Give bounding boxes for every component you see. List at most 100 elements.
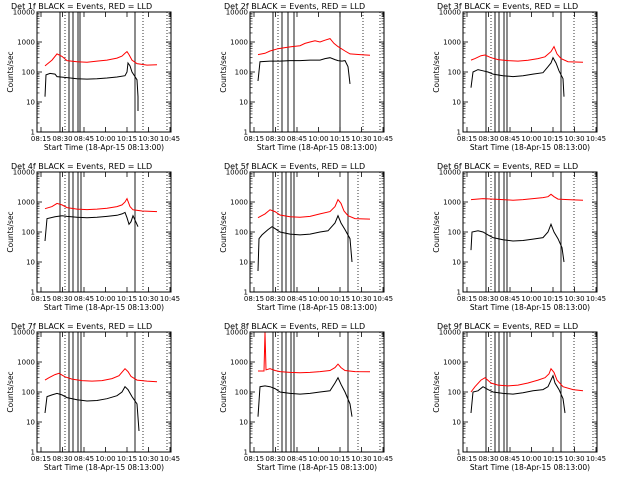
x-axis-label: Start Time (18-Apr-15 08:13:00) [44, 463, 164, 472]
y-axis-label: Counts/sec [6, 211, 15, 252]
y-tick-label: 1 [244, 449, 248, 457]
y-tick-label: 10000 [13, 9, 35, 17]
series-line-lld [257, 38, 371, 56]
series-line-events [44, 61, 139, 111]
chart-title: Det 2f BLACK = Events, RED = LLD [224, 2, 365, 11]
x-tick-label: 10:30 [351, 135, 371, 143]
x-tick-label: 08:45 [500, 135, 520, 143]
x-tick-label: 10:30 [564, 455, 584, 463]
chart-title: Det 7f BLACK = Events, RED = LLD [11, 322, 152, 331]
chart-panel-1: Det 1f BLACK = Events, RED = LLD 1 10 100 10… [6, 2, 180, 152]
y-tick-label: 100 [22, 69, 35, 77]
chart-panel-8: Det 8f BLACK = Events, RED = LLD 1 10 100 10… [219, 322, 393, 472]
chart-panel-9: Det 9f BLACK = Events, RED = LLD 1 10 100 10… [432, 322, 606, 472]
series-line-lld [258, 331, 371, 374]
y-tick-label: 1000 [17, 199, 35, 207]
x-tick-label: 10:00 [521, 455, 541, 463]
x-tick-label: 10:15 [543, 295, 563, 303]
x-tick-label: 08:15 [31, 295, 51, 303]
chart-title: Det 3f BLACK = Events, RED = LLD [437, 2, 578, 11]
y-axis-label: Counts/sec [432, 51, 441, 92]
y-tick-label: 1000 [17, 359, 35, 367]
y-axis-label: Counts/sec [219, 51, 228, 92]
chart-title: Det 8f BLACK = Events, RED = LLD [224, 322, 365, 331]
series-line-lld [470, 367, 584, 393]
x-tick-label: 10:00 [308, 295, 328, 303]
x-tick-label: 08:15 [31, 455, 51, 463]
y-tick-label: 10 [452, 419, 461, 427]
x-tick-label: 10:00 [95, 455, 115, 463]
x-tick-label: 08:45 [287, 295, 307, 303]
y-tick-label: 1000 [230, 199, 248, 207]
x-tick-label: 10:45 [586, 135, 606, 143]
x-tick-label: 10:45 [373, 135, 393, 143]
y-tick-label: 10000 [13, 169, 35, 177]
y-tick-label: 10000 [226, 9, 248, 17]
y-tick-label: 100 [235, 389, 248, 397]
x-tick-label: 08:30 [478, 455, 498, 463]
x-tick-label: 10:45 [373, 455, 393, 463]
chart-panel-5: Det 5f BLACK = Events, RED = LLD 1 10 100 10… [219, 162, 393, 312]
x-tick-label: 10:15 [117, 295, 137, 303]
x-tick-label: 10:00 [521, 295, 541, 303]
x-tick-label: 10:30 [138, 455, 158, 463]
x-tick-label: 08:15 [244, 295, 264, 303]
series-line-events [44, 385, 140, 432]
y-tick-label: 1 [244, 289, 248, 297]
series-line-events [257, 214, 353, 272]
x-tick-label: 08:30 [265, 455, 285, 463]
chart-title: Det 4f BLACK = Events, RED = LLD [11, 162, 152, 171]
y-tick-label: 10000 [226, 329, 248, 337]
x-tick-label: 10:45 [373, 295, 393, 303]
x-tick-label: 10:15 [330, 295, 350, 303]
series-line-lld [470, 193, 584, 201]
y-tick-label: 1 [244, 129, 248, 137]
y-tick-label: 1000 [443, 359, 461, 367]
x-tick-label: 08:45 [74, 455, 94, 463]
x-tick-label: 08:45 [500, 455, 520, 463]
x-tick-label: 10:30 [564, 135, 584, 143]
series-line-events [470, 56, 565, 97]
x-tick-label: 10:00 [521, 135, 541, 143]
y-axis-label: Counts/sec [6, 371, 15, 412]
y-tick-label: 10 [26, 99, 35, 107]
x-axis-label: Start Time (18-Apr-15 08:13:00) [44, 303, 164, 312]
x-tick-label: 10:15 [330, 455, 350, 463]
x-axis-label: Start Time (18-Apr-15 08:13:00) [257, 143, 377, 152]
x-axis-label: Start Time (18-Apr-15 08:13:00) [470, 463, 590, 472]
x-tick-label: 08:45 [500, 295, 520, 303]
x-tick-label: 10:45 [160, 455, 180, 463]
y-tick-label: 1 [31, 289, 35, 297]
y-tick-label: 10000 [439, 329, 461, 337]
y-tick-label: 10 [239, 419, 248, 427]
series-line-events [257, 376, 353, 417]
series-line-events [470, 374, 566, 414]
x-tick-label: 10:30 [564, 295, 584, 303]
y-tick-label: 100 [235, 69, 248, 77]
x-axis-label: Start Time (18-Apr-15 08:13:00) [470, 303, 590, 312]
y-tick-label: 100 [448, 229, 461, 237]
chart-panel-6: Det 6f BLACK = Events, RED = LLD 1 10 100 10… [432, 162, 606, 312]
chart-title: Det 6f BLACK = Events, RED = LLD [437, 162, 578, 171]
chart-panel-2: Det 2f BLACK = Events, RED = LLD 1 10 100 10… [219, 2, 393, 152]
x-tick-label: 10:15 [117, 135, 137, 143]
y-tick-label: 10 [239, 259, 248, 267]
y-axis-label: Counts/sec [219, 371, 228, 412]
x-tick-label: 08:30 [478, 295, 498, 303]
y-tick-label: 100 [448, 69, 461, 77]
x-axis-label: Start Time (18-Apr-15 08:13:00) [470, 143, 590, 152]
x-tick-label: 10:00 [95, 135, 115, 143]
series-line-lld [44, 50, 158, 67]
x-tick-label: 10:15 [543, 135, 563, 143]
x-tick-label: 10:30 [138, 295, 158, 303]
y-tick-label: 1 [457, 449, 461, 457]
x-tick-label: 08:15 [244, 455, 264, 463]
y-tick-label: 1000 [443, 199, 461, 207]
y-axis-label: Counts/sec [6, 51, 15, 92]
x-axis-label: Start Time (18-Apr-15 08:13:00) [44, 143, 164, 152]
y-tick-label: 10 [26, 419, 35, 427]
chart-panel-7: Det 7f BLACK = Events, RED = LLD 1 10 100 10… [6, 322, 180, 472]
x-axis-label: Start Time (18-Apr-15 08:13:00) [257, 303, 377, 312]
y-tick-label: 1 [31, 129, 35, 137]
